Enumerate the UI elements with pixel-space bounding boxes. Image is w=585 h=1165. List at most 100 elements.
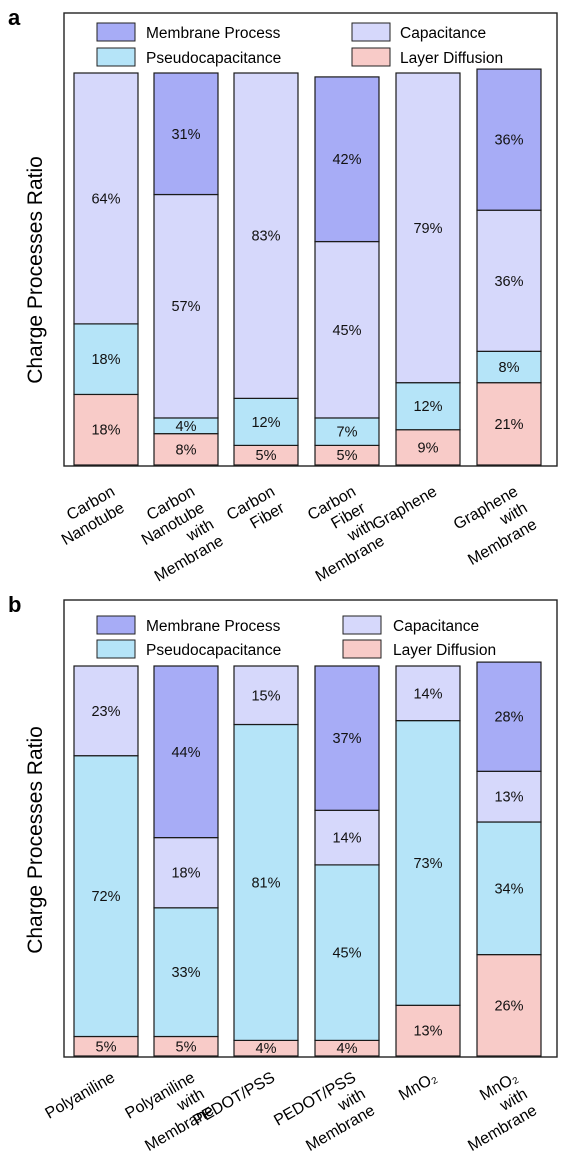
data-label-capacitance: 23% [91, 704, 120, 720]
x-tick-label: Polyaniline [42, 1069, 118, 1122]
x-tick-label-line: Polyaniline [42, 1069, 118, 1122]
data-label-layer-diffusion: 5% [337, 448, 358, 464]
bar-segment-capacitance [73, 665, 139, 757]
panel-a-legend-swatch-diffusion [351, 47, 391, 67]
panel-b: b Charge Processes Ratio Membrane Proces… [8, 592, 558, 1162]
bar-segment-layer-diffusion [476, 953, 542, 1057]
panel-a-legend-pseudo: Pseudocapacitance [146, 50, 281, 67]
bar-segment-pseudocapacitance [395, 719, 461, 1006]
panel-b-legend-swatch-membrane [96, 615, 136, 635]
bar-segment-membrane-process [314, 665, 380, 811]
panel-b-legend-pseudo: Pseudocapacitance [146, 642, 281, 659]
bar-segment-membrane-process [153, 665, 219, 839]
data-label-membrane-process: 36% [494, 133, 523, 149]
bar-segment-pseudocapacitance [233, 397, 299, 446]
panel-a-legend-membrane: Membrane Process [146, 25, 281, 42]
x-tick-label: PEDOT/PSSwithMembrane [271, 1069, 378, 1162]
bar-segment-pseudocapacitance [314, 864, 380, 1042]
bar-segment-capacitance [233, 72, 299, 399]
data-label-capacitance: 14% [332, 831, 361, 847]
panel-a-legend-swatch-pseudo [96, 47, 136, 67]
panel-a-legend: Membrane Process Capacitance Pseudocapac… [96, 22, 503, 67]
data-label-pseudocapacitance: 12% [413, 399, 442, 415]
bar-segment-layer-diffusion [476, 382, 542, 466]
panel-b-x-tick-labels: Polyaniline PolyanilinewithMembranePEDOT/… [42, 1069, 540, 1162]
x-tick-label-text: MnO₂ [396, 1069, 440, 1104]
data-label-pseudocapacitance: 4% [176, 419, 197, 435]
panel-b-legend-capacitance: Capacitance [393, 618, 479, 635]
bar-segment-capacitance [153, 193, 219, 419]
data-label-pseudocapacitance: 18% [91, 352, 120, 368]
bar-segment-capacitance [395, 72, 461, 384]
x-tick-label-text: Graphene [370, 483, 440, 533]
data-label-pseudocapacitance: 34% [494, 881, 523, 897]
x-tick-label: CarbonNanotube [49, 483, 128, 549]
data-label-layer-diffusion: 8% [176, 442, 197, 458]
panel-a-legend-diffusion: Layer Diffusion [400, 50, 503, 67]
x-tick-label-text: PEDOT/PSSwithMembrane [271, 1069, 378, 1162]
x-tick-label: CarbonNanotubewithMembrane [123, 483, 227, 585]
x-tick-label: MnO₂ [396, 1069, 440, 1104]
x-tick-label: Graphene [370, 483, 440, 533]
bar-segment-capacitance [73, 72, 139, 325]
data-label-layer-diffusion: 26% [494, 998, 523, 1014]
data-label-membrane-process: 44% [171, 745, 200, 761]
bar-segment-capacitance [395, 665, 461, 722]
bar-segment-capacitance [314, 809, 380, 866]
data-label-capacitance: 79% [413, 221, 442, 237]
bar-segment-pseudocapacitance [73, 323, 139, 396]
data-label-pseudocapacitance: 81% [251, 875, 280, 891]
panel-b-ylabel: Charge Processes Ratio [24, 726, 47, 954]
bar-segment-pseudocapacitance [73, 755, 139, 1038]
data-label-pseudocapacitance: 7% [337, 425, 358, 441]
data-label-membrane-process: 31% [171, 127, 200, 143]
data-label-layer-diffusion: 4% [256, 1041, 277, 1057]
data-label-layer-diffusion: 4% [337, 1041, 358, 1057]
panel-a-legend-swatch-membrane [96, 22, 136, 42]
panel-b-label: b [8, 592, 21, 617]
bar-segment-pseudocapacitance [153, 907, 219, 1038]
bar-segment-layer-diffusion [395, 429, 461, 466]
bar-segment-membrane-process [476, 661, 542, 772]
panel-b-legend-diffusion: Layer Diffusion [393, 642, 496, 659]
bar-segment-layer-diffusion [395, 1004, 461, 1057]
bar-segment-pseudocapacitance [314, 417, 380, 446]
panel-b-legend-swatch-diffusion [342, 639, 382, 659]
data-label-membrane-process: 37% [332, 731, 361, 747]
panel-b-bars: 5% 72% 23% 5% 33% 18% 44% 4% 81% 15% 4% 45% 14% 37% 13… [73, 661, 542, 1057]
panel-b-legend-membrane: Membrane Process [146, 618, 281, 635]
data-label-capacitance: 57% [171, 299, 200, 315]
panel-b-legend: Membrane Process Capacitance Pseudocapac… [96, 615, 496, 659]
data-label-layer-diffusion: 18% [91, 423, 120, 439]
data-label-pseudocapacitance: 72% [91, 889, 120, 905]
data-label-membrane-process: 42% [332, 152, 361, 168]
panel-b-plot-frame [63, 599, 558, 1058]
panel-a: a Charge Processes Ratio Membrane Proces… [8, 5, 558, 585]
data-label-capacitance: 64% [91, 191, 120, 207]
panel-a-label: a [8, 5, 21, 30]
data-label-layer-diffusion: 5% [256, 448, 277, 464]
bar-segment-membrane-process [476, 68, 542, 211]
data-label-capacitance: 14% [413, 686, 442, 702]
data-label-layer-diffusion: 5% [96, 1039, 117, 1055]
x-tick-label-text: CarbonFiber [224, 483, 288, 541]
x-tick-label-text: CarbonNanotube [49, 483, 127, 549]
panel-a-bars: 18% 18% 64% 8% 4% 57% 31% 5% 12% 83% 5% 7% 45% 42% 9% 1… [73, 68, 542, 466]
data-label-pseudocapacitance: 73% [413, 856, 442, 872]
x-tick-label: CarbonFiber [224, 483, 288, 541]
x-tick-label-line: MnO₂ [396, 1069, 440, 1104]
panel-b-legend-swatch-capacitance [342, 615, 382, 635]
panel-a-plot-frame [63, 12, 558, 467]
x-tick-label-text: Polyaniline [42, 1069, 118, 1122]
data-label-membrane-process: 28% [494, 710, 523, 726]
x-tick-label: MnO₂withMembrane [465, 1069, 540, 1155]
data-label-capacitance: 13% [494, 790, 523, 806]
data-label-capacitance: 45% [332, 323, 361, 339]
bar-segment-capacitance [314, 240, 380, 419]
data-label-capacitance: 15% [251, 688, 280, 704]
panel-a-ylabel: Charge Processes Ratio [24, 156, 47, 384]
x-tick-label-text: CarbonNanotubewithMembrane [123, 483, 226, 585]
x-tick-label: GraphenewithMembrane [451, 483, 540, 569]
data-label-layer-diffusion: 9% [418, 440, 439, 456]
